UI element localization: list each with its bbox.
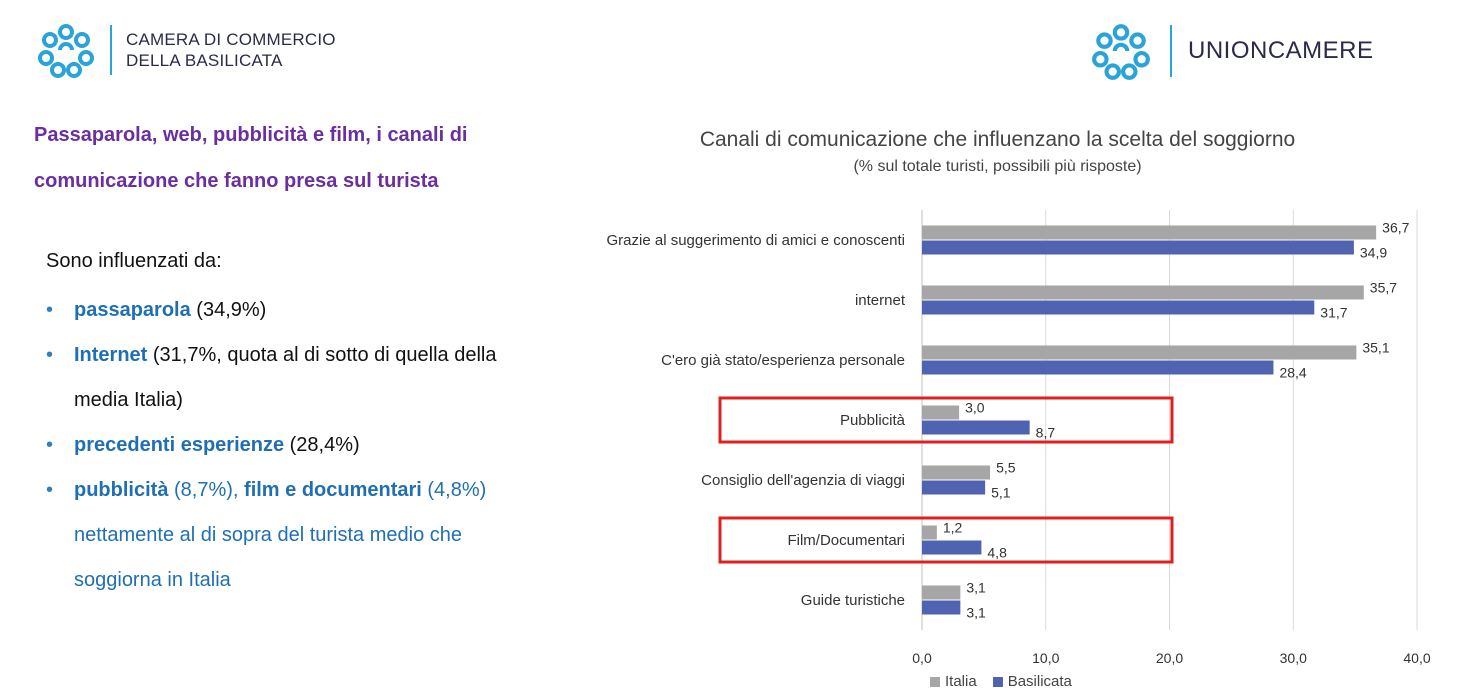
unioncamere-logo: UNIONCAMERE: [1090, 20, 1374, 82]
bullet-dot: •: [46, 479, 54, 501]
data-label: 3,1: [966, 605, 986, 621]
data-label: 34,9: [1360, 245, 1387, 261]
data-label: 35,1: [1362, 340, 1389, 356]
bullet-text: (4,8%) nettamente al di sopra del turist…: [74, 479, 487, 591]
bullet-dot: •: [46, 344, 54, 366]
headline: Passaparola, web, pubblicità e film, i c…: [34, 124, 468, 192]
x-tick-label: 40,0: [1403, 650, 1430, 666]
data-label: 35,7: [1370, 280, 1397, 296]
bullet-bold: film e documentari: [244, 479, 422, 501]
bullet-bold: pubblicità: [74, 479, 169, 501]
logo-divider: [110, 25, 112, 75]
bullet-dot: •: [46, 434, 54, 456]
x-tick-label: 10,0: [1032, 650, 1059, 666]
left-org-line2: DELLA BASILICATA: [126, 51, 283, 70]
category-label: Grazie al suggerimento di amici e conosc…: [607, 232, 905, 249]
category-label: internet: [855, 292, 906, 309]
bar-basilicata: [922, 240, 1354, 255]
bar-basilicata: [922, 600, 961, 615]
data-label: 36,7: [1382, 220, 1409, 236]
data-label: 5,5: [996, 460, 1016, 476]
legend-item-basilicata: Basilicata: [992, 673, 1072, 690]
chart-legend: Italia Basilicata: [930, 673, 1072, 690]
data-label: 8,7: [1036, 425, 1056, 441]
bar-italia: [922, 465, 991, 480]
bar-italia: [922, 525, 937, 540]
bullet-internet: • Internet (31,7%, quota al di sotto di q…: [46, 333, 546, 423]
bar-basilicata: [922, 360, 1274, 375]
bar-basilicata: [922, 480, 986, 495]
bar-italia: [922, 405, 960, 420]
category-label: Film/Documentari: [787, 532, 905, 549]
intro-text: Sono influenzati da:: [46, 250, 222, 272]
data-label: 28,4: [1279, 365, 1306, 381]
x-tick-label: 20,0: [1156, 650, 1183, 666]
bullet-text: (8,7%),: [168, 479, 245, 501]
bullet-esperienze: • precedenti esperienze (28,4%): [46, 423, 546, 468]
legend-swatch-basilicata: [992, 677, 1003, 688]
bullet-bold: Internet: [74, 344, 148, 366]
bullet-text: (31,7%, quota al di sotto di quella dell…: [74, 344, 497, 411]
bar-italia: [922, 345, 1357, 360]
bar-italia: [922, 285, 1364, 300]
legend-item-italia: Italia: [930, 673, 977, 690]
unioncamere-emblem-icon: [1092, 24, 1150, 80]
camera-commercio-emblem-icon: [38, 24, 94, 78]
bar-italia: [922, 225, 1377, 240]
left-org-line1: CAMERA DI COMMERCIO: [126, 30, 336, 49]
left-org-name: CAMERA DI COMMERCIO DELLA BASILICATA: [126, 29, 336, 71]
category-label: Consiglio dell'agenzia di viaggi: [701, 472, 905, 489]
x-tick-label: 0,0: [912, 650, 932, 666]
right-org-name: UNIONCAMERE: [1188, 37, 1374, 64]
bullet-list: • passaparola (34,9%) • Internet (31,7%, q…: [46, 288, 546, 603]
data-label: 3,0: [965, 400, 985, 416]
bullet-text: (34,9%): [190, 299, 267, 321]
bullet-text: (28,4%): [284, 434, 360, 456]
highlight-box: [718, 396, 1174, 444]
legend-label-italia: Italia: [945, 673, 977, 690]
chart-title: Canali di comunicazione che influenzano …: [699, 128, 1296, 151]
data-label: 5,1: [991, 485, 1011, 501]
data-label: 31,7: [1320, 305, 1347, 321]
bar-basilicata: [922, 540, 982, 555]
legend-label-basilicata: Basilicata: [1007, 673, 1072, 690]
bullet-passaparola: • passaparola (34,9%): [46, 288, 546, 333]
data-label: 1,2: [943, 520, 963, 536]
bullet-bold: precedenti esperienze: [74, 434, 285, 456]
x-tick-label: 30,0: [1280, 650, 1307, 666]
bullet-dot: •: [46, 299, 54, 321]
logo-divider: [1170, 25, 1172, 77]
category-label: Pubblicità: [840, 412, 906, 429]
legend-swatch-italia: [930, 677, 940, 688]
bullet-pubblicita-film: • pubblicità (8,7%), film e documentari (…: [46, 468, 546, 603]
highlight-box: [718, 516, 1174, 564]
bar-italia: [922, 585, 961, 600]
bar-basilicata: [922, 300, 1315, 315]
data-label: 3,1: [966, 580, 986, 596]
chart-subtitle: (% sul totale turisti, possibili più ris…: [853, 158, 1142, 175]
data-label: 4,8: [987, 545, 1007, 561]
category-label: C'ero già stato/esperienza personale: [661, 352, 905, 369]
camera-commercio-logo: CAMERA DI COMMERCIO DELLA BASILICATA: [36, 22, 336, 78]
bar-basilicata: [922, 420, 1030, 435]
bullet-bold: passaparola: [74, 299, 191, 321]
category-label: Guide turistiche: [801, 592, 905, 609]
